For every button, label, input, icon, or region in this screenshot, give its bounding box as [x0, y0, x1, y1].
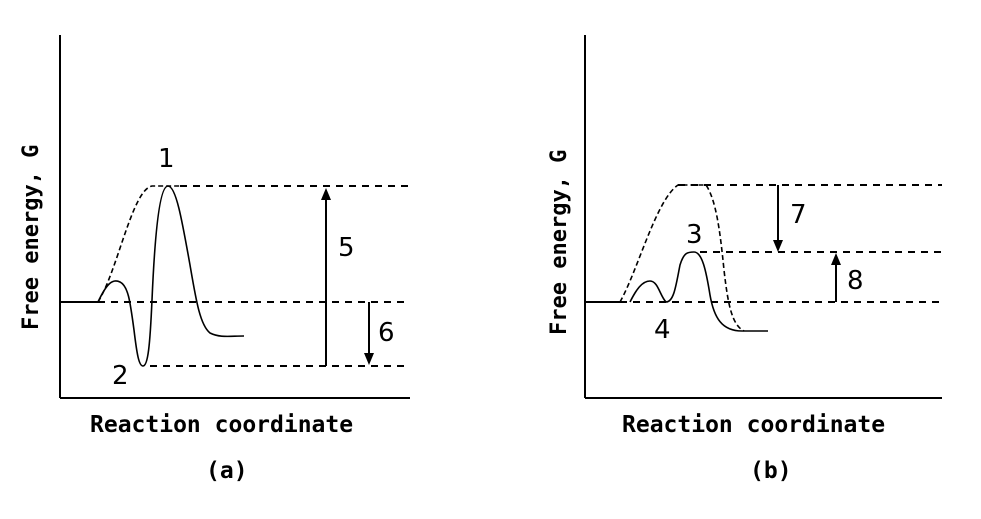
panel-a-marker-5: 5	[338, 233, 355, 263]
panel-a-arrow-6-head	[364, 353, 374, 365]
panel-a-marker-1: 1	[158, 144, 175, 174]
panel-a-caption: (a)	[206, 458, 248, 484]
panel-a-uncatalyzed-curve	[97, 185, 180, 303]
panel-b: 3 4 7 8 Free energy, G Reaction coordina…	[547, 35, 942, 484]
panel-a: 1 2 5 6 Free energy, G Reaction coordina…	[19, 35, 410, 484]
panel-b-marker-4: 4	[654, 315, 671, 345]
panel-b-marker-7: 7	[790, 200, 807, 230]
panel-b-arrow-7-head	[773, 240, 783, 252]
panel-a-catalyzed-curve	[97, 185, 245, 367]
panel-b-arrow-8-head	[831, 253, 841, 265]
panel-b-catalyzed-curve	[629, 251, 768, 332]
panel-b-x-label: Reaction coordinate	[622, 412, 885, 438]
panel-b-caption: (b)	[750, 458, 792, 484]
panel-a-x-label: Reaction coordinate	[90, 412, 353, 438]
panel-a-marker-6: 6	[378, 318, 395, 348]
panel-b-marker-8: 8	[847, 266, 864, 296]
panel-a-marker-2: 2	[112, 361, 129, 391]
panel-b-marker-3: 3	[686, 220, 703, 250]
panel-b-uncatalyzed-curve	[619, 184, 745, 332]
panel-a-y-label: Free energy, G	[19, 145, 44, 330]
panel-b-y-label: Free energy, G	[547, 150, 572, 335]
panel-a-arrow-5-head	[321, 188, 331, 200]
